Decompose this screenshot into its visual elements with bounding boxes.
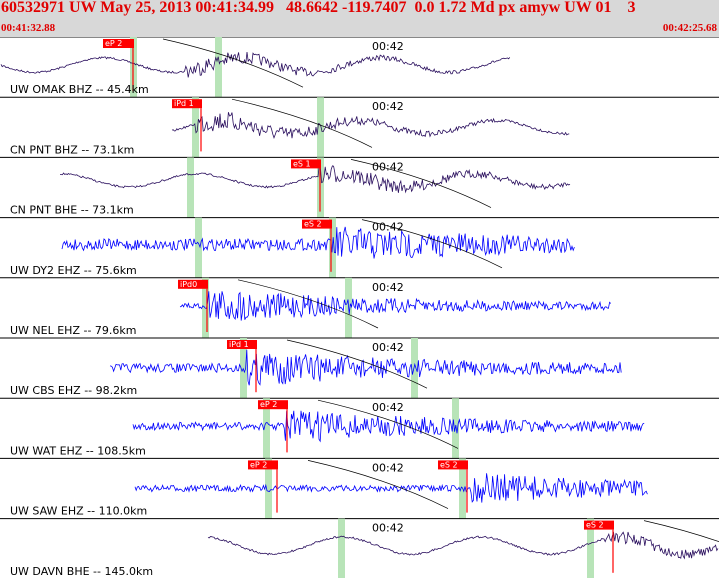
trace-row[interactable]: 00:42 eP 2 UW OMAK BHZ -- 45.4km xyxy=(0,37,719,98)
moveout-curve xyxy=(350,159,492,208)
moveout-curve xyxy=(286,339,428,389)
pick-label[interactable]: iPd 1 xyxy=(229,340,249,349)
waveform xyxy=(132,410,645,443)
station-label: CN PNT BHZ -- 73.1km xyxy=(10,143,134,156)
pick-flag[interactable] xyxy=(172,99,202,109)
moveout-curve xyxy=(162,38,304,88)
pick-flag[interactable] xyxy=(258,400,288,410)
waveform xyxy=(109,349,622,386)
moveout-curve xyxy=(237,279,379,329)
moveout-curve xyxy=(231,98,373,148)
trace-row[interactable]: 00:42 eS 1 CN PNT BHE -- 73.1km xyxy=(0,157,719,219)
pick-flag[interactable] xyxy=(227,340,257,349)
station-label: CN PNT BHE -- 73.1km xyxy=(10,204,134,217)
phase-marker xyxy=(195,217,202,278)
phase-marker xyxy=(215,37,222,98)
moveout-curve xyxy=(361,219,503,269)
event-title: 60532971 UW May 25, 2013 00:41:34.99 48.… xyxy=(1,0,636,16)
time-tick-label: 00:42 xyxy=(372,461,404,474)
time-tick-label: 00:42 xyxy=(372,100,404,113)
trace-row[interactable]: 00:42 eS 2 UW DY2 EHZ -- 75.6km xyxy=(0,217,719,279)
moveout-curve xyxy=(317,399,459,449)
pick-label[interactable]: eS 1 xyxy=(293,159,311,168)
moveout-curve xyxy=(307,460,449,509)
pick-flag[interactable] xyxy=(438,460,468,470)
station-label: UW OMAK BHZ -- 45.4km xyxy=(10,83,149,96)
phase-marker xyxy=(338,518,345,578)
phase-marker xyxy=(265,458,272,519)
trace-row[interactable]: 00:42 iPd 1 CN PNT BHZ -- 73.1km xyxy=(0,97,719,158)
waveform xyxy=(59,164,571,194)
phase-marker xyxy=(240,338,247,399)
window-end-time: 00:42:25.68 xyxy=(662,22,717,34)
pick-label[interactable]: eP 2 xyxy=(250,460,267,469)
pick-label[interactable]: eP 2 xyxy=(260,400,277,409)
trace-row[interactable]: 00:42 iPd0 UW NEL EHZ -- 79.6km xyxy=(0,277,719,339)
time-tick-label: 00:42 xyxy=(372,160,404,173)
waveform xyxy=(0,52,511,78)
station-label: UW NEL EHZ -- 79.6km xyxy=(10,324,137,337)
pick-flag[interactable] xyxy=(103,39,134,48)
station-label: UW CBS EHZ -- 98.2km xyxy=(10,384,137,397)
trace-row[interactable]: 00:42 eS 2 UW DAVN BHE -- 145.0km xyxy=(0,518,719,578)
trace-row[interactable]: 00:42 iPd 1 UW CBS EHZ -- 98.2km xyxy=(0,338,719,399)
pick-label[interactable]: iPd0 xyxy=(180,280,197,289)
pick-flag[interactable] xyxy=(178,279,208,289)
phase-marker xyxy=(317,97,324,158)
phase-marker xyxy=(411,338,418,399)
station-label: UW DAVN BHE -- 145.0km xyxy=(10,565,153,578)
pick-label[interactable]: iPd 1 xyxy=(174,99,194,108)
waveform xyxy=(134,473,648,503)
pick-flag[interactable] xyxy=(248,460,278,470)
time-tick-label: 00:42 xyxy=(372,341,404,354)
time-tick-label: 00:42 xyxy=(372,40,404,53)
time-tick-label: 00:42 xyxy=(372,522,404,535)
trace-row[interactable]: 00:42 eP 2 eS 2 UW SAW EHZ -- 110.0km xyxy=(0,458,719,520)
pick-flag[interactable] xyxy=(584,520,614,530)
time-tick-label: 00:42 xyxy=(372,281,404,294)
waveform xyxy=(179,291,612,321)
waveform xyxy=(171,112,570,140)
pick-label[interactable]: eS 2 xyxy=(304,220,322,229)
window-start-time: 00:41:32.88 xyxy=(1,22,56,34)
pick-flag[interactable] xyxy=(291,159,321,169)
station-label: UW WAT EHZ -- 108.5km xyxy=(10,444,146,457)
pick-flag[interactable] xyxy=(302,219,332,229)
phase-marker xyxy=(187,157,194,218)
pick-label[interactable]: eS 2 xyxy=(440,460,458,469)
time-tick-label: 00:42 xyxy=(372,401,404,414)
pick-label[interactable]: eS 2 xyxy=(586,521,604,530)
phase-marker xyxy=(263,398,270,459)
trace-row[interactable]: 00:42 eP 2 UW WAT EHZ -- 108.5km xyxy=(0,398,719,459)
station-label: UW SAW EHZ -- 110.0km xyxy=(10,505,147,518)
waveform xyxy=(61,226,575,259)
phase-marker xyxy=(587,518,594,578)
waveform xyxy=(207,531,719,560)
time-tick-label: 00:42 xyxy=(372,221,404,234)
moveout-curve xyxy=(643,520,719,543)
station-label: UW DY2 EHZ -- 75.6km xyxy=(10,264,137,277)
seismogram-panel[interactable]: 00:42 eP 2 UW OMAK BHZ -- 45.4km 00:42 iPd 1… xyxy=(0,37,719,578)
event-header: 60532971 UW May 25, 2013 00:41:34.99 48.… xyxy=(0,0,719,38)
pick-label[interactable]: eP 2 xyxy=(105,39,122,48)
